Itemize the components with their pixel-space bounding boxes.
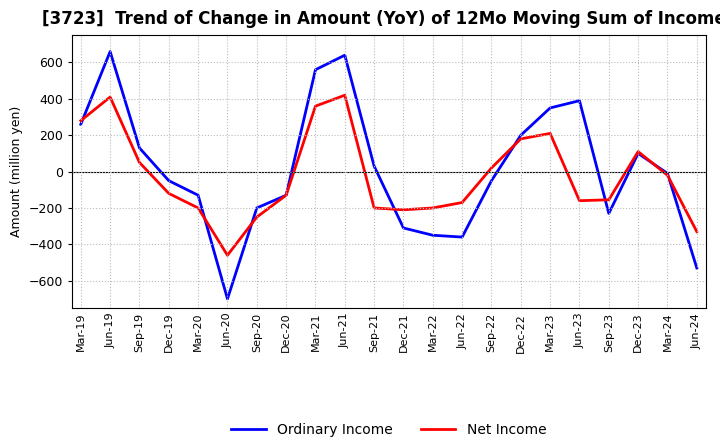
Ordinary Income bbox=[341, 52, 349, 58]
Ordinary Income bbox=[164, 178, 173, 183]
Net Income bbox=[194, 205, 202, 211]
Net Income bbox=[76, 118, 85, 123]
Net Income bbox=[164, 191, 173, 196]
Ordinary Income bbox=[399, 225, 408, 231]
Ordinary Income bbox=[282, 193, 290, 198]
Ordinary Income bbox=[76, 122, 85, 127]
Net Income bbox=[428, 205, 437, 211]
Net Income bbox=[693, 229, 701, 234]
Ordinary Income bbox=[693, 265, 701, 271]
Net Income bbox=[223, 253, 232, 258]
Ordinary Income bbox=[223, 296, 232, 301]
Ordinary Income bbox=[253, 205, 261, 211]
Ordinary Income bbox=[135, 145, 144, 150]
Net Income bbox=[634, 149, 642, 154]
Line: Ordinary Income: Ordinary Income bbox=[81, 51, 697, 299]
Net Income bbox=[458, 200, 467, 205]
Ordinary Income bbox=[458, 235, 467, 240]
Ordinary Income bbox=[106, 49, 114, 54]
Net Income bbox=[135, 160, 144, 165]
Net Income bbox=[605, 197, 613, 202]
Net Income bbox=[282, 193, 290, 198]
Legend: Ordinary Income, Net Income: Ordinary Income, Net Income bbox=[226, 418, 552, 440]
Net Income bbox=[106, 95, 114, 100]
Net Income bbox=[253, 214, 261, 220]
Net Income bbox=[575, 198, 584, 203]
Ordinary Income bbox=[575, 98, 584, 103]
Net Income bbox=[516, 136, 525, 142]
Ordinary Income bbox=[428, 233, 437, 238]
Ordinary Income bbox=[516, 132, 525, 138]
Ordinary Income bbox=[194, 193, 202, 198]
Ordinary Income bbox=[634, 151, 642, 156]
Ordinary Income bbox=[663, 171, 672, 176]
Ordinary Income bbox=[487, 178, 496, 183]
Net Income bbox=[546, 131, 554, 136]
Net Income bbox=[487, 165, 496, 171]
Net Income bbox=[663, 172, 672, 178]
Net Income bbox=[370, 205, 379, 211]
Y-axis label: Amount (million yen): Amount (million yen) bbox=[10, 106, 23, 237]
Net Income bbox=[311, 103, 320, 109]
Ordinary Income bbox=[370, 164, 379, 169]
Line: Net Income: Net Income bbox=[81, 95, 697, 255]
Ordinary Income bbox=[605, 211, 613, 216]
Ordinary Income bbox=[311, 67, 320, 73]
Net Income bbox=[399, 207, 408, 213]
Title: [3723]  Trend of Change in Amount (YoY) of 12Mo Moving Sum of Incomes: [3723] Trend of Change in Amount (YoY) o… bbox=[42, 10, 720, 28]
Ordinary Income bbox=[546, 105, 554, 110]
Net Income bbox=[341, 92, 349, 98]
